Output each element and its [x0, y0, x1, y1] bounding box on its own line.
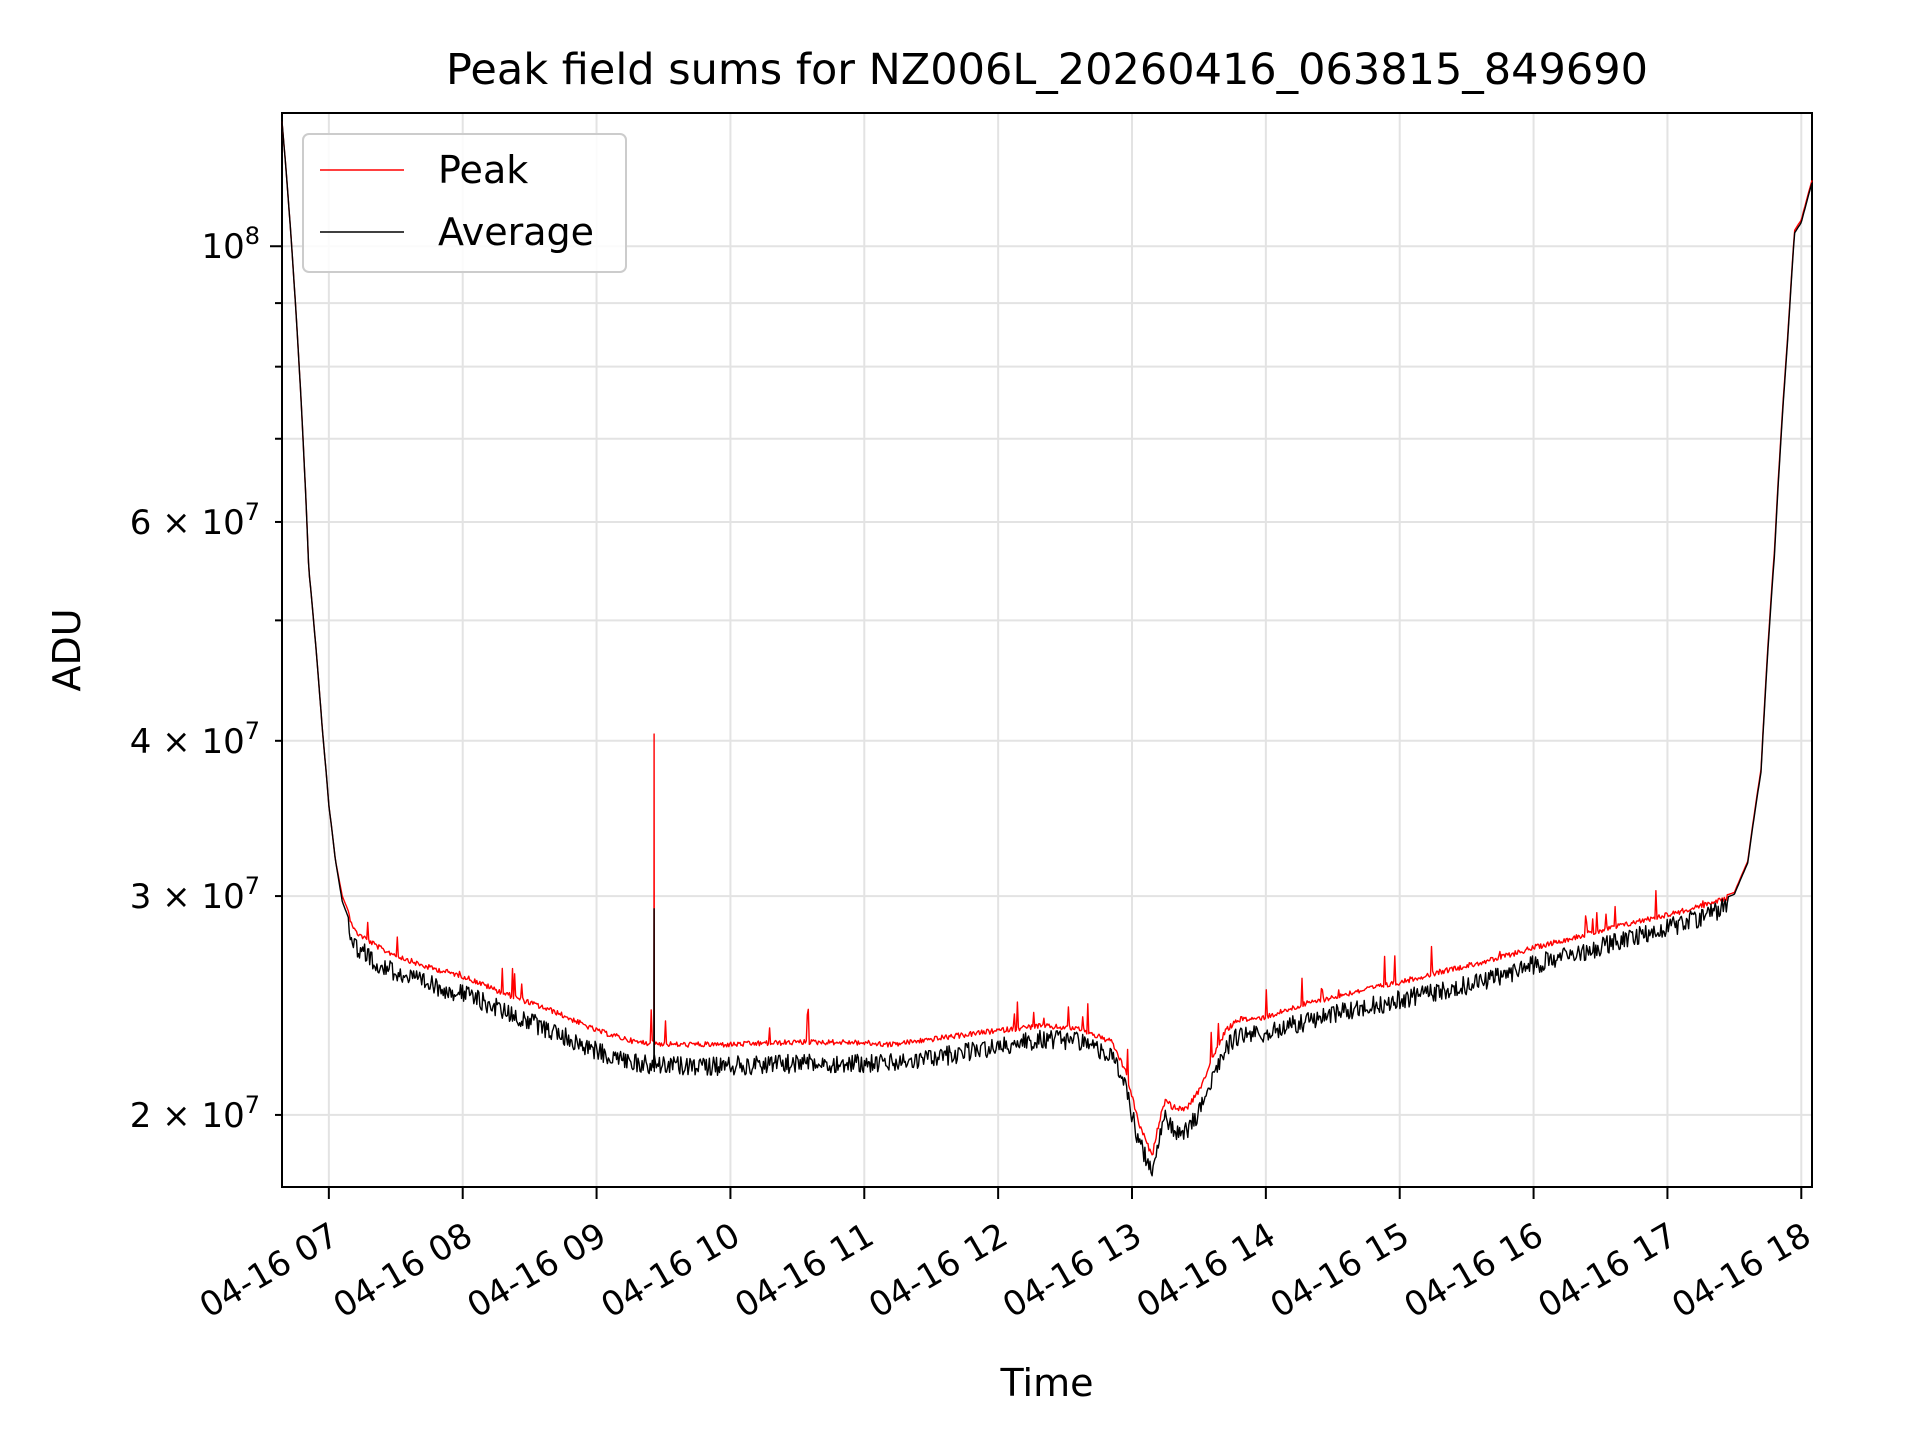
y-tick-label-4: 6 × 107	[130, 498, 260, 543]
y-tick-label-3: 4 × 107	[130, 717, 260, 762]
legend: Peak Average	[303, 134, 626, 272]
y-axis-label: ADU	[45, 608, 89, 691]
chart: Peak field sums for NZ006L_20260416_0638…	[0, 0, 1920, 1440]
legend-label-peak: Peak	[438, 148, 528, 192]
figure-background	[0, 0, 1920, 1440]
chart-title: Peak field sums for NZ006L_20260416_0638…	[446, 45, 1648, 95]
y-tick-label-2: 3 × 107	[130, 872, 260, 917]
x-axis-label: Time	[1000, 1361, 1094, 1405]
legend-label-average: Average	[438, 210, 594, 254]
y-tick-label-1: 2 × 107	[130, 1091, 260, 1136]
